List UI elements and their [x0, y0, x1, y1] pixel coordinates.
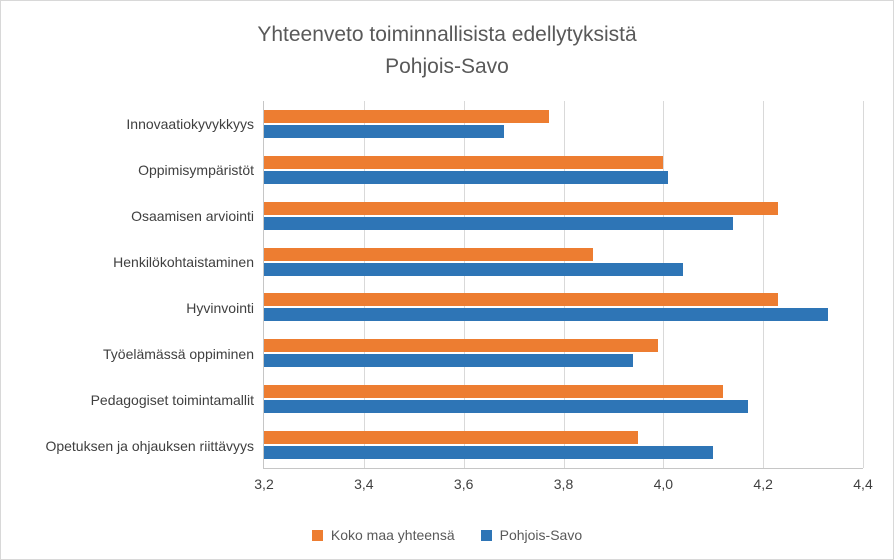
bar-koko-maa-yhteens [264, 155, 664, 169]
bar-rows [264, 101, 863, 468]
category-label: Henkilökohtaistaminen [113, 254, 254, 270]
legend-swatch-pohjois-savo [480, 529, 492, 541]
bar-koko-maa-yhteens [264, 431, 639, 445]
legend: Koko maa yhteensä Pohjois-Savo [1, 527, 893, 543]
gridline [463, 101, 465, 468]
legend-item-pohjois-savo: Pohjois-Savo [480, 527, 583, 543]
x-axis-tick-label: 3,8 [553, 476, 574, 492]
category-label: Oppimisympäristöt [138, 162, 254, 178]
legend-swatch-koko-maa [311, 529, 323, 541]
bar-group [264, 330, 863, 376]
category-axis: Innovaatiokyvykkyys Oppimisympäristöt Osaa… [15, 101, 263, 469]
bar-pohjois-savo [264, 262, 684, 276]
bar-koko-maa-yhteens [264, 247, 594, 261]
bar-group [264, 239, 863, 285]
category-label: Opetuksen ja ohjauksen riittävyys [45, 438, 254, 454]
bar-koko-maa-yhteens [264, 109, 549, 123]
chart-title-line2: Pohjois-Savo [385, 54, 509, 78]
gridline [663, 101, 665, 468]
bar-koko-maa-yhteens [264, 339, 659, 353]
x-axis-tick-label: 4,0 [653, 476, 674, 492]
category-label: Innovaatiokyvykkyys [126, 116, 254, 132]
legend-item-koko-maa: Koko maa yhteensä [311, 527, 455, 543]
bar-group [264, 285, 863, 331]
category-label: Hyvinvointi [186, 300, 254, 316]
x-axis-tick-label: 4,2 [753, 476, 773, 492]
bar-pohjois-savo [264, 216, 734, 230]
x-axis-tick-label: 3,6 [453, 476, 474, 492]
bar-pohjois-savo [264, 400, 749, 414]
plot-area: 3,2 3,4 3,6 3,8 4,0 4,2 4,4 [254, 101, 873, 492]
gridline [363, 101, 365, 468]
category-label: Osaamisen arviointi [131, 208, 254, 224]
bar-group [264, 101, 863, 147]
gridline [863, 101, 864, 468]
x-axis-tick-label: 3,2 [254, 476, 274, 492]
legend-label-pohjois-savo: Pohjois-Savo [499, 527, 583, 543]
bar-koko-maa-yhteens [264, 385, 724, 399]
bar-pohjois-savo [264, 446, 714, 460]
legend-label-koko-maa: Koko maa yhteensä [330, 527, 455, 543]
bar-pohjois-savo [264, 354, 634, 368]
gridline [763, 101, 765, 468]
category-label: Pedagogiset toimintamallit [90, 392, 254, 408]
x-axis-tick-label: 3,4 [354, 476, 374, 492]
chart-title-line1: Yhteenveto toiminnallisista edellytyksis… [257, 23, 637, 46]
chart-title: Yhteenveto toiminnallisista edellytyksis… [1, 19, 893, 82]
bar-koko-maa-yhteens [264, 201, 779, 215]
bar-koko-maa-yhteens [264, 293, 779, 307]
bar-group [264, 147, 863, 193]
bar-group [264, 376, 863, 422]
bar-pohjois-savo [264, 124, 504, 138]
chart-body: Innovaatiokyvykkyys Oppimisympäristöt Osaa… [15, 101, 873, 492]
x-axis-tick-label: 4,4 [853, 476, 873, 492]
bar-group [264, 422, 863, 468]
category-label: Työelämässä oppiminen [103, 346, 254, 362]
bar-pohjois-savo [264, 170, 669, 184]
gridline [563, 101, 565, 468]
bar-pohjois-savo [264, 308, 829, 322]
bar-group [264, 193, 863, 239]
